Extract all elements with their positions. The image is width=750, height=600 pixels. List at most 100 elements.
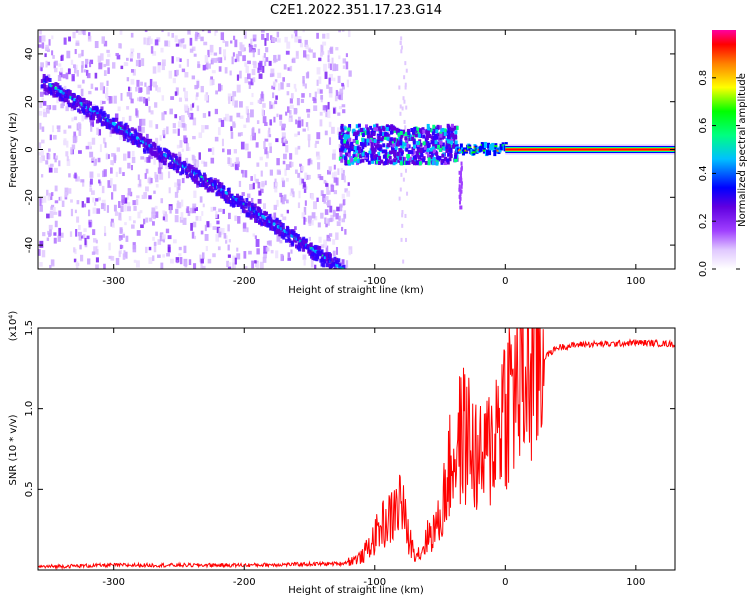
noise-speckle [174, 191, 179, 198]
noise-speckle [145, 246, 148, 254]
colorbar-tick-label: 0.8 [698, 70, 709, 86]
noise-speckle [251, 128, 255, 136]
diagonal-line-mark [146, 146, 150, 151]
cluster-mark [389, 137, 393, 142]
noise-speckle [320, 244, 325, 249]
noise-speckle [146, 86, 150, 95]
cluster-mark [351, 160, 355, 165]
noise-speckle [234, 164, 239, 171]
diagonal-line-mark [54, 86, 57, 89]
diagonal-line-mark [298, 247, 302, 252]
noise-speckle [282, 142, 286, 147]
diagonal-line-mark [198, 173, 202, 178]
diagonal-line-mark [317, 245, 321, 250]
diagonal-line-mark [335, 271, 338, 275]
cluster-mark [422, 158, 426, 163]
noise-speckle [38, 110, 43, 116]
diagonal-line-mark [179, 162, 183, 167]
steady-line-core [505, 148, 675, 151]
cluster-mark [443, 132, 447, 137]
snr-x-label: Height of straight line (km) [288, 585, 424, 596]
noise-speckle [111, 192, 114, 200]
cluster-mark [344, 146, 348, 151]
noise-speckle [100, 53, 104, 61]
noise-speckle [230, 131, 234, 139]
noise-speckle [209, 78, 214, 86]
noise-speckle [242, 55, 246, 62]
noise-speckle [44, 53, 47, 58]
noise-speckle [120, 65, 124, 70]
noise-speckle [176, 69, 179, 76]
noise-speckle [97, 55, 102, 63]
diagonal-line-mark [195, 178, 199, 183]
cluster-mark [347, 127, 351, 132]
cluster-mark [435, 135, 439, 140]
noise-speckle [221, 227, 225, 235]
diagonal-line-mark [221, 185, 225, 190]
noise-speckle [207, 223, 212, 228]
noise-speckle [59, 67, 64, 73]
noise-speckle [127, 86, 131, 92]
cluster-mark [403, 156, 407, 161]
noise-speckle [252, 132, 256, 141]
noise-speckle [286, 91, 290, 96]
noise-speckle [137, 97, 141, 102]
diagonal-line-mark [131, 141, 135, 146]
noise-speckle [405, 68, 408, 73]
noise-speckle [129, 53, 134, 58]
cluster-mark [343, 156, 347, 161]
noise-speckle [234, 215, 237, 222]
cluster-mark [376, 139, 380, 144]
diagonal-line-mark [101, 113, 105, 118]
diagonal-line-mark [103, 112, 107, 117]
cluster-mark [361, 138, 365, 143]
noise-speckle [335, 232, 339, 240]
cluster-mark [372, 132, 376, 137]
diagonal-line-mark [52, 93, 56, 98]
cluster-mark [438, 140, 442, 145]
noise-speckle [265, 47, 269, 53]
noise-speckle [198, 132, 203, 139]
noise-speckle [42, 232, 46, 237]
noise-speckle [344, 264, 347, 269]
x-tick-label: -300 [102, 276, 125, 287]
diagonal-line-mark [216, 179, 220, 184]
noise-speckle [216, 57, 221, 62]
noise-speckle [115, 52, 119, 57]
diagonal-line-mark [183, 163, 187, 168]
noise-speckle [108, 96, 113, 104]
noise-speckle [154, 171, 157, 179]
cluster-mark [401, 129, 405, 134]
noise-speckle [258, 128, 261, 134]
noise-speckle [348, 70, 352, 77]
noise-speckle [89, 59, 94, 65]
noise-speckle [42, 100, 47, 106]
noise-speckle [39, 122, 42, 130]
noise-speckle [204, 54, 209, 63]
noise-speckle [275, 250, 279, 259]
noise-speckle [81, 235, 85, 239]
noise-speckle [62, 74, 66, 79]
noise-speckle [199, 254, 202, 263]
noise-speckle [404, 61, 407, 66]
noise-speckle [222, 148, 225, 153]
cluster-mark [343, 135, 347, 140]
noise-speckle [175, 257, 180, 263]
noise-speckle [241, 192, 245, 196]
noise-speckle [53, 211, 58, 215]
diagonal-line-mark [190, 172, 194, 177]
diagonal-line-mark [279, 231, 283, 236]
diagonal-line-mark [220, 182, 224, 187]
diagonal-line-mark [251, 207, 255, 212]
noise-speckle [245, 143, 249, 151]
noise-speckle [325, 183, 329, 187]
noise-speckle [263, 252, 267, 259]
diagonal-line-mark [320, 249, 324, 254]
cluster-mark [379, 132, 383, 137]
noise-speckle [236, 74, 240, 81]
noise-speckle [314, 264, 317, 269]
diagonal-line-mark [60, 87, 64, 92]
noise-speckle [168, 187, 171, 194]
noise-speckle [302, 75, 305, 84]
cluster-mark [451, 144, 455, 149]
